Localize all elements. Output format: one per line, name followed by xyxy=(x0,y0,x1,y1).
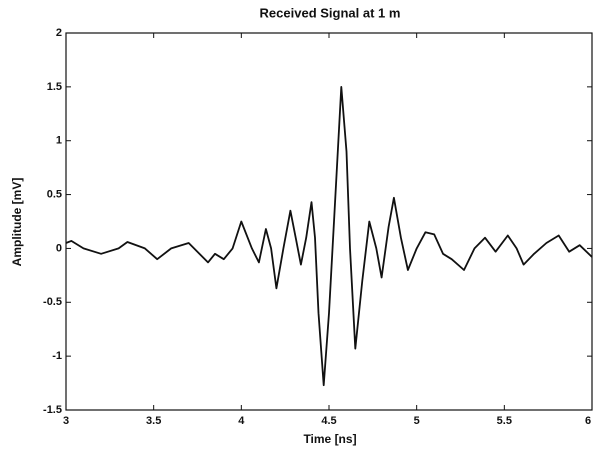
y-tick-label: 1 xyxy=(56,135,62,147)
y-tick-label: 1.5 xyxy=(47,81,62,93)
x-tick-label: 5.5 xyxy=(497,415,512,427)
x-tick-label: 3 xyxy=(63,415,69,427)
x-tick-label: 4 xyxy=(238,415,245,427)
chart-title: Received Signal at 1 m xyxy=(260,5,401,20)
y-tick-label: 2 xyxy=(56,27,62,39)
y-tick-label: 0.5 xyxy=(47,188,62,200)
y-axis-label: Amplitude [mV] xyxy=(10,178,24,267)
y-tick-label: -1.5 xyxy=(43,404,62,416)
x-tick-label: 6 xyxy=(585,415,591,427)
data-line xyxy=(65,86,593,387)
x-tick-label: 4.5 xyxy=(321,415,336,427)
y-tick-label: -0.5 xyxy=(43,296,62,308)
x-tick-label: 5 xyxy=(414,415,420,427)
y-tick-label: 0 xyxy=(56,242,62,254)
x-axis-label: Time [ns] xyxy=(303,432,356,446)
x-tick-label: 3.5 xyxy=(146,415,161,427)
y-tick-label: -1 xyxy=(52,350,62,362)
